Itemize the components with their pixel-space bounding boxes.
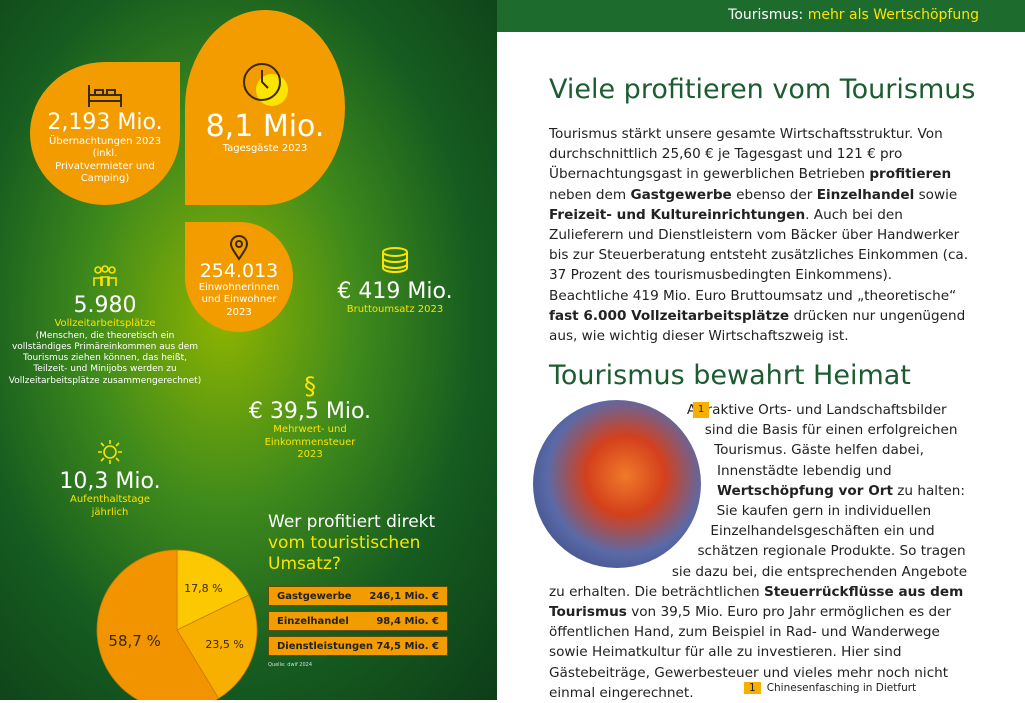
- table-row: Einzelhandel 98,4 Mio. €: [268, 611, 448, 631]
- bold-text: Freizeit- und Kultureinrichtungen: [549, 206, 806, 223]
- stat-value: € 39,5 Mio.: [248, 399, 372, 424]
- bed-icon: [88, 85, 122, 108]
- stat: 5.980 Vollzeitarbeitsplätze (Menschen, d…: [5, 264, 205, 387]
- stat-bubble: 8,1 Mio. Tagesgäste 2023: [185, 10, 345, 205]
- photo-wrap: 1: [533, 400, 711, 572]
- bold-text: profitieren: [869, 166, 952, 183]
- people-icon: [93, 265, 117, 286]
- caption: 1 Chinesenfasching in Dietfurt: [744, 682, 916, 694]
- source: Quelle: dwif 2024: [268, 662, 313, 668]
- paragraph: 1 Attraktive Orts- und Landschaftsbilder…: [533, 400, 969, 703]
- text: Tourismus stärkt unsere gesamte Wirtscha…: [549, 126, 943, 183]
- bold-text: Gastgewerbe: [630, 186, 732, 203]
- caption-text: Chinesenfasching in Dietfurt: [766, 682, 917, 694]
- section-title: Tourismus bewahrt Heimat: [549, 360, 911, 391]
- text: ebenso der: [731, 186, 817, 203]
- coins-icon: [382, 247, 408, 274]
- bold-text: Wertschöpfung vor Ort: [717, 482, 893, 499]
- amount: 98,4 Mio. €: [376, 615, 439, 627]
- section-title: Viele profitieren vom Tourismus: [549, 74, 976, 105]
- sector: Einzelhandel: [277, 615, 349, 627]
- amount: 74,5 Mio. €: [376, 640, 439, 652]
- paragraph-icon: §: [304, 372, 316, 400]
- text: . Auch bei den Zulieferern und Dienstlei…: [549, 206, 969, 304]
- infographic-panel: 2,193 Mio. Übernachtungen 2023 (inkl. Pr…: [0, 0, 497, 700]
- text: Attraktive Orts- und Landschaftsbilder s…: [686, 402, 958, 479]
- revenue-table: Gastgewerbe 246,1 Mio. € Einzelhandel 98,4 …: [268, 586, 448, 661]
- pie-title-line: vom touristischen Umsatz?: [268, 533, 421, 574]
- sun-icon: [98, 440, 122, 464]
- pie-slice: [96, 549, 220, 700]
- text: sowie: [914, 186, 958, 203]
- text: neben dem: [549, 186, 631, 203]
- stat-value: 8,1 Mio.: [205, 108, 325, 144]
- paragraph: Tourismus stärkt unsere gesamte Wirtscha…: [549, 124, 969, 346]
- stat-value: € 419 Mio.: [337, 279, 453, 304]
- pie-title: Wer profitiert direkt vom touristischen …: [268, 512, 438, 575]
- stat: € 419 Mio. Bruttoumsatz 2023: [330, 246, 460, 317]
- stat-value: 5.980: [73, 293, 137, 318]
- sector: Gastgewerbe: [277, 590, 352, 602]
- amount: 246,1 Mio. €: [369, 590, 439, 602]
- bold-text: fast 6.000 Vollzeitarbeitsplätze: [549, 307, 790, 324]
- stat-value: 2,193 Mio.: [47, 110, 163, 136]
- stat-bubble: 254.013 Einwohnerinnen und Einwohner 202…: [185, 222, 293, 332]
- stat-label: Mehrwert- und Einkommensteuer 2023: [264, 424, 356, 461]
- bold-text: Steuerrückflüsse aus dem Tourismus: [549, 583, 964, 621]
- stat-note: (Menschen, die theoretisch ein vollständ…: [8, 330, 202, 386]
- stat-label: Aufenthaltstage jährlich: [70, 494, 151, 518]
- caption-number: 1: [744, 682, 761, 694]
- text: drücken nur ungenügend aus, wie wichtig …: [549, 307, 966, 345]
- pie-slice: [176, 549, 250, 631]
- header-title: mehr als Wertschöpfung: [807, 7, 979, 23]
- clock-icon: [243, 62, 288, 106]
- stat-label: Tagesgäste 2023: [222, 142, 308, 154]
- stat-label: Einwohnerinnen und Einwohner 2023: [198, 281, 280, 318]
- pin-icon: [229, 234, 249, 261]
- pie-label: 17,8 %: [184, 582, 222, 595]
- text-panel: Tourismus: mehr als Wertschöpfung Viele …: [497, 0, 1025, 703]
- stat: 10,3 Mio. Aufenthaltstage jährlich: [50, 438, 170, 519]
- stat-value: 254.013: [199, 259, 279, 282]
- pie-slice: [176, 594, 258, 699]
- stat: § € 39,5 Mio. Mehrwert- und Einkommenste…: [240, 372, 380, 462]
- text: von 39,5 Mio. Euro pro Jahr ermöglichen …: [549, 604, 952, 701]
- stat-label: Bruttoumsatz 2023: [346, 304, 444, 316]
- text: zu halten: Sie kaufen gern in individuel…: [549, 482, 968, 600]
- table-row: Gastgewerbe 246,1 Mio. €: [268, 586, 448, 606]
- stat-bubble: 2,193 Mio. Übernachtungen 2023 (inkl. Pr…: [30, 62, 180, 205]
- pie-title-line: Wer profitiert direkt: [268, 512, 436, 532]
- photo: [533, 400, 701, 568]
- photo-badge: 1: [693, 402, 709, 418]
- stat-value: 10,3 Mio.: [59, 469, 161, 494]
- stat-label: Übernachtungen 2023: [48, 135, 162, 147]
- bold-text: Einzelhandel: [816, 186, 915, 203]
- pie-label: 58,7 %: [108, 632, 160, 650]
- header-bar: Tourismus: mehr als Wertschöpfung: [497, 0, 1025, 32]
- sector: Dienstleistungen: [277, 640, 374, 652]
- pie-chart: 17,8 % 23,5 % 58,7 %: [96, 549, 258, 700]
- table-row: Dienstleistungen 74,5 Mio. €: [268, 636, 448, 656]
- stat-note: (inkl. Privatvermieter und Camping): [55, 148, 155, 185]
- pie-label: 23,5 %: [205, 638, 243, 651]
- stat-label: Vollzeitarbeitsplätze: [54, 318, 156, 330]
- header-title: Tourismus:: [728, 7, 804, 23]
